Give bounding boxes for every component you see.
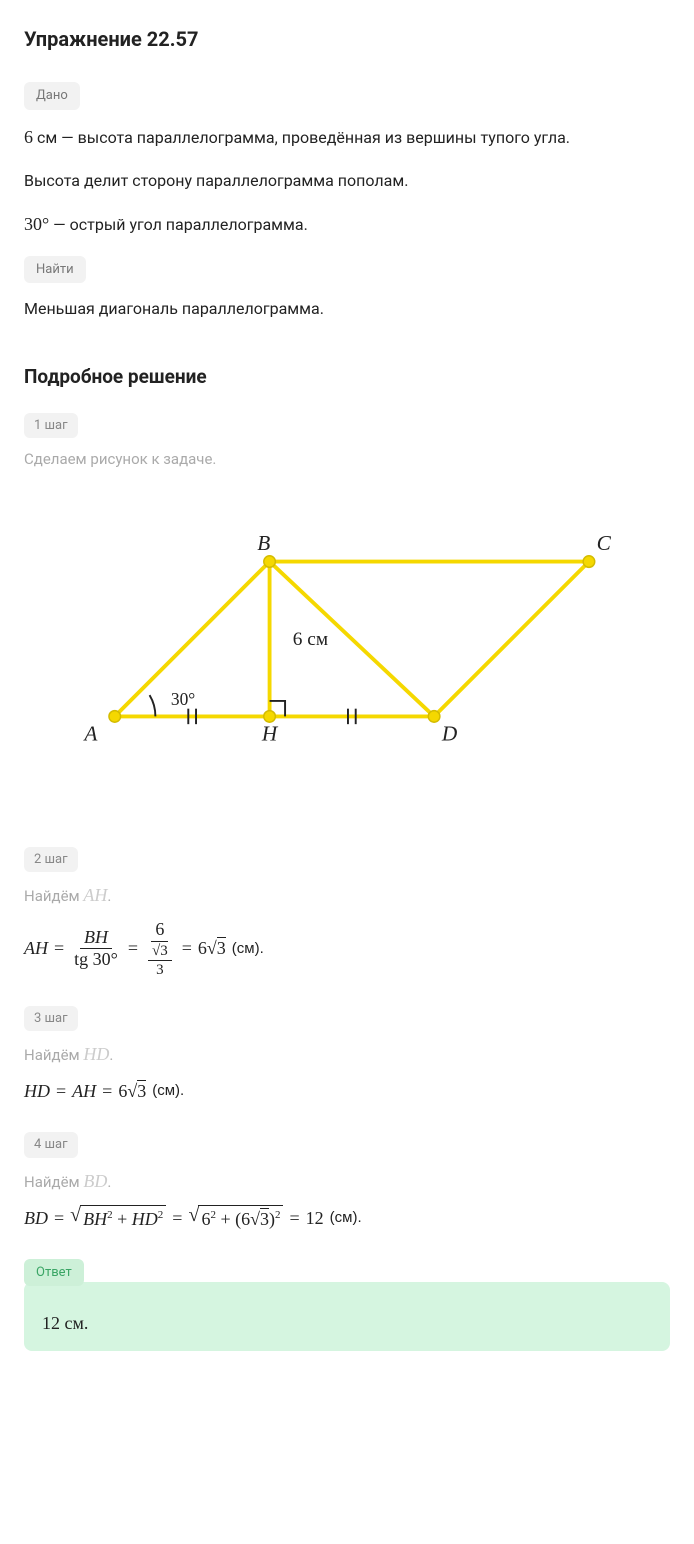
given-line-2: Высота делит сторону параллелограмма поп…: [24, 169, 670, 193]
step4-intro: Найдём BD.: [24, 1168, 670, 1195]
step2-frac1: BH tg 30°: [70, 927, 122, 971]
step1-badge: 1 шаг: [24, 413, 78, 439]
step-1: 1 шаг Сделаем рисунок к задаче.: [24, 412, 670, 471]
eq-sign-2: =: [128, 935, 138, 962]
step3-equation: HD = AH = 6√3 (см).: [24, 1078, 670, 1105]
step3-intro-var: HD: [83, 1044, 109, 1064]
step2-intro-post: .: [107, 887, 111, 905]
frac2-den-den: 3: [152, 961, 168, 979]
step4-result: 12: [306, 1205, 324, 1232]
svg-text:B: B: [257, 530, 270, 554]
frac2-den-frac: √3 3: [148, 942, 172, 979]
step4-sqrt1: √ BH2 + HD2: [70, 1205, 166, 1233]
step4-badge: 4 шаг: [24, 1132, 78, 1158]
step4-sqrt2: √ 62 + (6√3)2: [188, 1205, 283, 1233]
find-text: Меньшая диагональ параллелограмма.: [24, 297, 670, 321]
given-line-1: 6 см — высота параллелограмма, проведённ…: [24, 124, 670, 151]
given-text-3: — острый угол параллелограмма.: [49, 215, 308, 234]
diagram: A B C D H 30° 6 см: [24, 499, 670, 786]
svg-text:30°: 30°: [171, 688, 195, 708]
exercise-title: Упражнение 22.57: [24, 24, 670, 54]
step3-rhs: 6√3: [118, 1078, 146, 1105]
step1-text: Сделаем рисунок к задаче.: [24, 448, 670, 471]
given-line-3: 30° — острый угол параллелограмма.: [24, 211, 670, 238]
step2-intro: Найдём AH.: [24, 882, 670, 909]
svg-text:H: H: [261, 721, 279, 745]
step-3: 3 шаг Найдём HD. HD = AH = 6√3 (см).: [24, 1005, 670, 1106]
svg-text:6 см: 6 см: [293, 628, 328, 649]
step-2: 2 шаг Найдём AH. AH = BH tg 30° = 6 √3 3…: [24, 846, 670, 979]
step2-units: (см).: [232, 938, 264, 961]
given-value-height: 6: [24, 127, 33, 147]
solution-title: Подробное решение: [24, 363, 670, 392]
svg-text:A: A: [82, 721, 98, 745]
step4-intro-post: .: [107, 1173, 111, 1191]
given-text-1: см — высота параллелограмма, проведённая…: [33, 128, 570, 147]
step2-badge: 2 шаг: [24, 847, 78, 873]
step3-mid: AH: [72, 1078, 96, 1105]
frac2-num: 6: [151, 919, 168, 942]
given-badge: Дано: [24, 82, 80, 110]
svg-text:D: D: [441, 721, 458, 745]
find-section: Найти Меньшая диагональ параллелограмма.: [24, 256, 670, 322]
step4-units: (см).: [330, 1207, 362, 1230]
answer-badge: Ответ: [24, 1259, 84, 1287]
find-badge: Найти: [24, 256, 86, 284]
step4-intro-var: BD: [83, 1171, 107, 1191]
step4-equation: BD = √ BH2 + HD2 = √ 62 + (6√3)2 = 12 (с…: [24, 1205, 670, 1233]
frac1-num: BH: [80, 927, 112, 950]
step-4: 4 шаг Найдём BD. BD = √ BH2 + HD2 = √ 62…: [24, 1131, 670, 1233]
step3-intro: Найдём HD.: [24, 1041, 670, 1068]
step4-lhs: BD: [24, 1205, 48, 1232]
frac2-den-num: √3: [148, 942, 172, 961]
step2-intro-pre: Найдём: [24, 887, 83, 905]
step3-intro-pre: Найдём: [24, 1046, 83, 1064]
answer-value: 12 см.: [24, 1282, 670, 1351]
given-section: Дано 6 см — высота параллелограмма, пров…: [24, 82, 670, 238]
step2-rhs: 6√3: [198, 935, 226, 962]
step3-badge: 3 шаг: [24, 1006, 78, 1032]
step3-intro-post: .: [109, 1046, 113, 1064]
eq-sign: =: [54, 935, 64, 962]
eq-sign-3: =: [182, 935, 192, 962]
frac1-den: tg 30°: [70, 949, 122, 971]
step3-lhs: HD: [24, 1078, 50, 1105]
step4-intro-pre: Найдём: [24, 1173, 83, 1191]
answer-section: Ответ 12 см.: [24, 1259, 670, 1352]
step2-frac2: 6 √3 3: [144, 919, 176, 979]
step3-units: (см).: [152, 1080, 184, 1103]
given-value-angle: 30°: [24, 214, 49, 234]
step2-equation: AH = BH tg 30° = 6 √3 3 = 6√3 (см).: [24, 919, 670, 979]
step2-lhs: AH: [24, 935, 48, 962]
step2-intro-var: AH: [83, 885, 107, 905]
svg-text:C: C: [597, 530, 612, 554]
